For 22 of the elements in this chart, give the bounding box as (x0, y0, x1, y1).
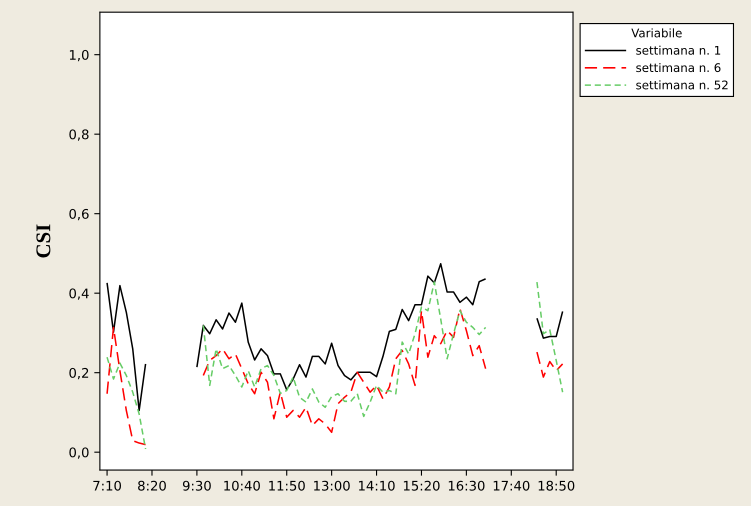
x-tick-label: 17:40 (494, 480, 530, 491)
legend-label: settimana n. 52 (636, 80, 728, 90)
x-tick-label: 11:50 (269, 480, 305, 491)
x-tick-label: 18:50 (538, 480, 574, 491)
y-tick-label: 0,8 (69, 129, 89, 141)
y-tick-label: 0,2 (69, 368, 88, 380)
x-tick-label: 13:00 (314, 480, 350, 491)
x-tick-label: 9:30 (182, 480, 211, 491)
y-tick-label: 1,0 (70, 50, 89, 62)
y-tick-label: 0,0 (69, 447, 89, 459)
x-tick-label: 15:20 (404, 480, 440, 491)
x-tick-label: 8:20 (138, 480, 166, 491)
y-axis-title: CSI (36, 224, 50, 258)
x-tick-label: 16:30 (448, 480, 485, 491)
legend-label: settimana n. 1 (636, 46, 720, 55)
legend-title: Variabile (631, 28, 682, 38)
legend-label: settimana n. 6 (636, 62, 721, 72)
y-tick-label: 0,6 (69, 208, 89, 220)
y-tick-label: 0,4 (69, 288, 89, 300)
x-tick-label: 7:10 (93, 480, 122, 491)
x-tick-label: 10:40 (224, 480, 260, 491)
x-tick-label: 14:10 (358, 480, 395, 491)
